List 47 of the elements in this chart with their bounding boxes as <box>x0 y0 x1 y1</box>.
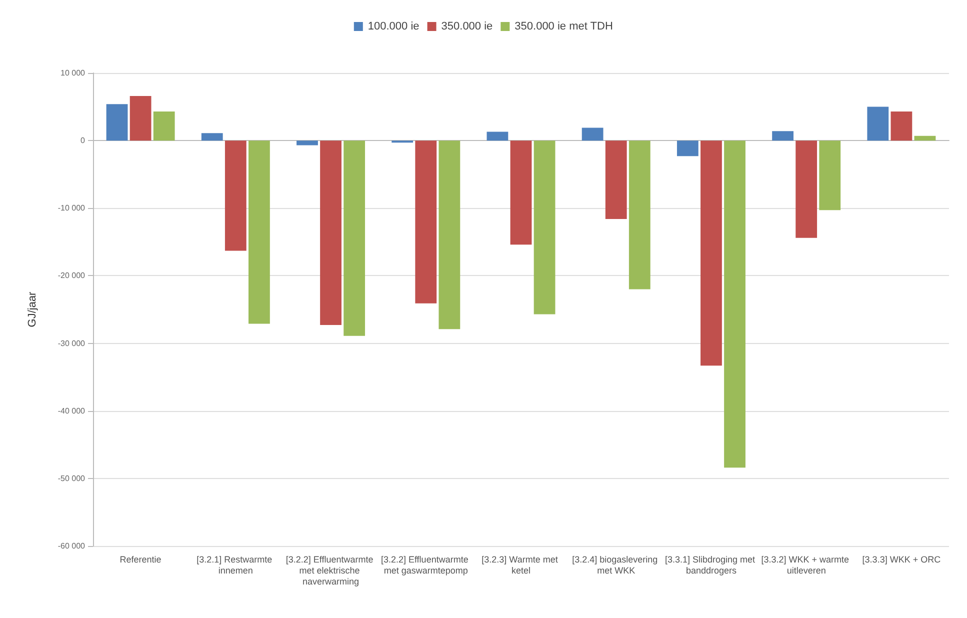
y-tick-label: -50 000 <box>58 474 86 483</box>
x-tick-label: [3.2.2] Effluentwarmte met elektrische naverwarming <box>286 554 376 586</box>
legend-label: 100.000 ie <box>368 20 420 32</box>
bar <box>153 112 175 141</box>
x-tick-label: [3.2.3] Warmte met ketel <box>482 554 560 576</box>
x-tick-label: [3.2.1] Restwarmte innemen <box>196 554 275 576</box>
bar <box>582 128 604 141</box>
bar <box>890 112 912 141</box>
bar <box>320 140 342 326</box>
bar <box>415 140 437 304</box>
x-tick-label: [3.3.3] WKK + ORC <box>862 554 942 564</box>
bar <box>510 140 532 245</box>
x-tick-label: [3.3.1] Slibdroging met banddrogers <box>664 554 758 576</box>
x-tick-label: [3.2.4] biogaslevering met WKK <box>572 554 660 576</box>
legend-label: 350.000 ie <box>441 20 493 32</box>
bar <box>106 104 128 141</box>
y-axis-title: GJ/jaar <box>26 291 38 328</box>
y-tick-label: 10 000 <box>60 68 86 78</box>
bar <box>438 140 460 330</box>
bar <box>344 140 366 336</box>
bar <box>201 133 223 141</box>
y-tick-label: -20 000 <box>58 271 86 280</box>
bar <box>486 132 508 141</box>
bar <box>867 106 889 141</box>
x-tick-label: Referentie <box>120 554 162 564</box>
bar <box>224 140 246 251</box>
bar <box>605 140 627 219</box>
x-tick-label: [3.3.2] WKK + warmte uitleveren <box>761 554 852 576</box>
legend-label: 350.000 ie met TDH <box>514 20 613 32</box>
bar <box>130 96 152 141</box>
bar <box>724 140 746 468</box>
bar <box>628 140 650 290</box>
bar <box>296 140 318 146</box>
bar <box>534 140 556 314</box>
bar <box>819 140 841 210</box>
bar <box>772 131 794 141</box>
bar <box>796 140 818 238</box>
x-tick-label: [3.2.2] Effluentwarmte met gaswarmtepomp <box>380 554 471 576</box>
bar <box>676 140 698 156</box>
y-tick-label: -40 000 <box>58 406 86 416</box>
y-tick-label: -30 000 <box>58 338 86 348</box>
y-tick-label: -10 000 <box>58 204 86 213</box>
y-tick-label: 0 <box>80 136 86 146</box>
bar <box>700 140 722 366</box>
bar <box>248 140 270 324</box>
bar <box>914 136 936 141</box>
y-tick-label: -60 000 <box>58 542 86 550</box>
